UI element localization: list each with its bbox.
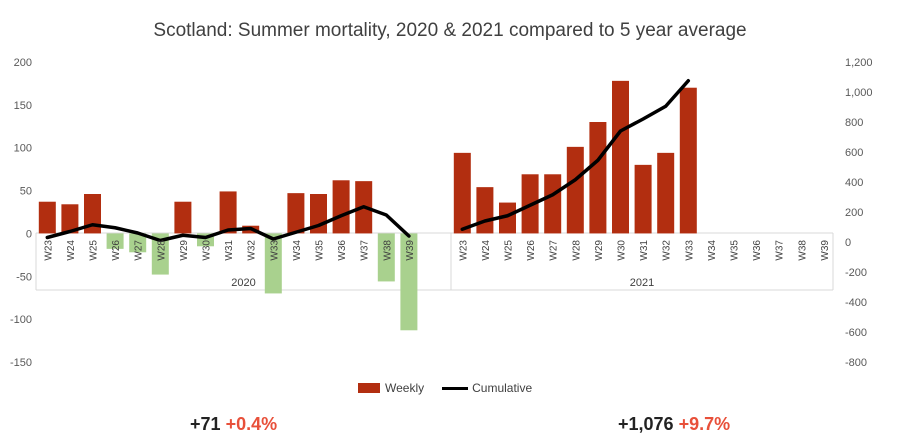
weekly-bar [612, 80, 629, 234]
left-tick-label: -150 [10, 357, 32, 369]
cumulative-line-2021 [460, 79, 691, 231]
legend-cumulative-swatch [442, 386, 469, 390]
summary-2020-pct: +0.4% [225, 414, 278, 434]
week-tick-label: W35 [730, 240, 741, 261]
week-tick-label: W23 [458, 240, 469, 261]
cumulative-line-2020 [45, 205, 411, 243]
legend-cumulative-label: Cumulative [472, 381, 533, 395]
week-tick-label: W24 [66, 240, 77, 261]
week-tick-label: W29 [594, 240, 605, 261]
week-tick-label: W35 [315, 240, 326, 261]
week-tick-label: W39 [405, 240, 416, 261]
right-tick-label: -800 [845, 357, 867, 369]
weekly-bar [38, 201, 56, 234]
week-tick-label: W25 [89, 240, 100, 261]
week-tick-label: W36 [752, 240, 763, 261]
summary-2021: +1,076 +9.7% [618, 414, 730, 435]
group-label-2020: 2020 [231, 277, 255, 289]
week-tick-label: W27 [134, 240, 145, 261]
left-tick-label: -100 [10, 314, 32, 326]
weekly-bar [264, 233, 282, 294]
week-tick-label: W37 [775, 240, 786, 261]
week-tick-label: W23 [43, 240, 54, 261]
right-tick-label: 0 [845, 237, 851, 249]
summary-2020: +71 +0.4% [190, 414, 277, 435]
week-tick-label: W30 [202, 240, 213, 261]
summary-2021-abs: +1,076 [618, 414, 674, 434]
weekly-bar [453, 152, 471, 234]
summary-2020-abs: +71 [190, 414, 221, 434]
legend-weekly-swatch [358, 383, 380, 393]
weekly-bar [219, 191, 237, 234]
right-tick-label: 600 [845, 147, 863, 159]
week-tick-label: W31 [224, 240, 235, 261]
right-tick-label: 1,000 [845, 87, 873, 99]
weekly-bar [499, 202, 516, 234]
week-tick-label: W37 [360, 240, 371, 261]
left-tick-label: -50 [16, 271, 32, 283]
right-tick-label: 800 [845, 117, 863, 129]
weekly-bars [38, 80, 697, 331]
week-tick-label: W28 [156, 240, 167, 261]
right-tick-label: 1,200 [845, 57, 873, 69]
week-tick-label: W31 [639, 240, 650, 261]
week-tick-label: W33 [684, 240, 695, 261]
weekly-bar [589, 122, 607, 234]
week-tick-label: W26 [526, 240, 537, 261]
week-tick-label: W28 [571, 240, 582, 261]
weekly-bar [657, 152, 675, 234]
weekly-bar [129, 233, 147, 253]
left-tick-label: 200 [14, 57, 32, 69]
weekly-bar [287, 193, 305, 234]
weekly-bar [174, 201, 192, 234]
right-axis-ticks: 1,200 1,000 800 600 400 200 0 -200 -400 -600 -800 [845, 57, 873, 369]
week-tick-label: W38 [382, 240, 393, 261]
week-tick-label: W26 [111, 240, 122, 261]
left-tick-label: 0 [26, 228, 32, 240]
week-tick-label: W27 [549, 240, 560, 261]
week-tick-label: W34 [707, 240, 718, 261]
weekly-bar [151, 233, 169, 275]
weekly-bar [566, 146, 584, 234]
left-axis-ticks: 200 150 100 50 0 -50 -100 -150 [10, 57, 32, 369]
x-axis-ticks: W23 W24 W25 W26 W27 W28 W29 W30 W31 W32 W33 W34 W35 W… [43, 240, 831, 261]
left-tick-label: 150 [14, 100, 32, 112]
week-tick-label: W24 [481, 240, 492, 261]
right-tick-label: -400 [845, 297, 867, 309]
right-tick-label: -200 [845, 267, 867, 279]
weekly-bar [679, 87, 697, 234]
week-tick-label: W39 [820, 240, 831, 261]
axis-lines [35, 232, 834, 291]
week-tick-label: W36 [337, 240, 348, 261]
weekly-bar [476, 187, 494, 234]
weekly-bar [634, 164, 652, 234]
week-tick-label: W33 [269, 240, 280, 261]
weekly-bar [544, 174, 562, 234]
left-tick-label: 100 [14, 143, 32, 155]
weekly-bar [332, 180, 350, 234]
week-tick-label: W30 [617, 240, 628, 261]
left-tick-label: 50 [20, 186, 32, 198]
summary-2021-pct: +9.7% [678, 414, 731, 434]
week-tick-label: W32 [247, 240, 258, 261]
week-tick-label: W25 [504, 240, 515, 261]
right-tick-label: -600 [845, 327, 867, 339]
weekly-bar [61, 204, 79, 234]
group-label-2021: 2021 [630, 277, 654, 289]
week-tick-label: W38 [797, 240, 808, 261]
weekly-bar [377, 233, 395, 282]
chart-title: Scotland: Summer mortality, 2020 & 2021 … [153, 20, 747, 41]
legend-weekly-label: Weekly [385, 381, 425, 395]
week-tick-label: W34 [292, 240, 303, 261]
cumulative-lines [45, 79, 691, 243]
legend: Weekly Cumulative [358, 381, 532, 395]
week-tick-label: W32 [662, 240, 673, 261]
group-labels: 2020 2021 [231, 277, 654, 289]
right-tick-label: 400 [845, 177, 863, 189]
weekly-bar [106, 233, 124, 249]
right-tick-label: 200 [845, 207, 863, 219]
weekly-bar [400, 233, 418, 331]
week-tick-label: W29 [179, 240, 190, 261]
